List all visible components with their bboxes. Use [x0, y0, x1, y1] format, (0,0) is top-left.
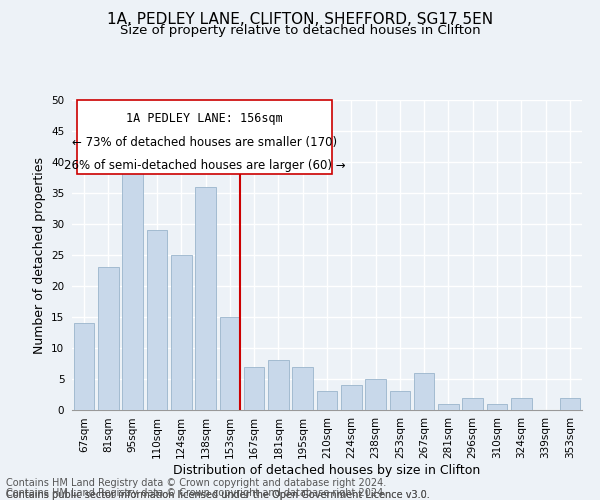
Bar [560, 398, 580, 410]
Bar [122, 156, 143, 410]
Bar [463, 398, 483, 410]
Bar [171, 255, 191, 410]
Bar [341, 385, 362, 410]
Bar [195, 187, 216, 410]
Y-axis label: Number of detached properties: Number of detached properties [32, 156, 46, 354]
Text: ← 73% of detached houses are smaller (170): ← 73% of detached houses are smaller (17… [72, 136, 337, 148]
Bar [98, 268, 119, 410]
FancyBboxPatch shape [77, 100, 332, 174]
Text: Contains public sector information licensed under the Open Government Licence v3: Contains public sector information licen… [6, 490, 430, 500]
Bar [365, 379, 386, 410]
Bar [268, 360, 289, 410]
Bar [292, 366, 313, 410]
Bar [244, 366, 265, 410]
Text: Contains HM Land Registry data © Crown copyright and database right 2024.
Contai: Contains HM Land Registry data © Crown c… [6, 478, 430, 500]
Text: 1A, PEDLEY LANE, CLIFTON, SHEFFORD, SG17 5EN: 1A, PEDLEY LANE, CLIFTON, SHEFFORD, SG17… [107, 12, 493, 28]
Bar [317, 392, 337, 410]
Bar [220, 317, 240, 410]
Bar [74, 323, 94, 410]
Bar [511, 398, 532, 410]
Bar [414, 373, 434, 410]
Text: 26% of semi-detached houses are larger (60) →: 26% of semi-detached houses are larger (… [64, 159, 346, 172]
Text: Size of property relative to detached houses in Clifton: Size of property relative to detached ho… [119, 24, 481, 37]
Bar [146, 230, 167, 410]
Bar [438, 404, 459, 410]
Text: Contains HM Land Registry data © Crown copyright and database right 2024.: Contains HM Land Registry data © Crown c… [6, 488, 386, 498]
X-axis label: Distribution of detached houses by size in Clifton: Distribution of detached houses by size … [173, 464, 481, 477]
Bar [389, 392, 410, 410]
Bar [487, 404, 508, 410]
Text: 1A PEDLEY LANE: 156sqm: 1A PEDLEY LANE: 156sqm [126, 112, 283, 126]
